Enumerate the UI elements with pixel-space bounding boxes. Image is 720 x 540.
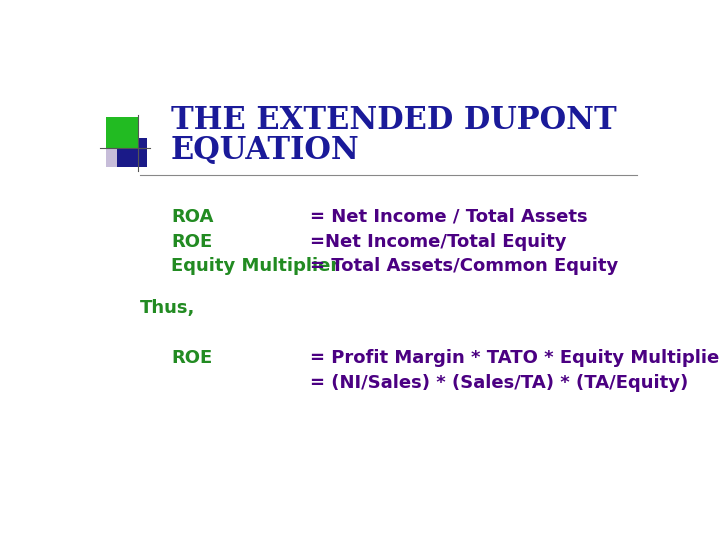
Text: = Profit Margin * TATO * Equity Multiplier: = Profit Margin * TATO * Equity Multipli… [310,349,720,367]
Text: ROA: ROA [171,207,213,226]
Bar [106,144,131,167]
Text: Equity Multiplier: Equity Multiplier [171,258,339,275]
Text: = Net Income / Total Assets: = Net Income / Total Assets [310,207,588,226]
Text: ROE: ROE [171,233,212,251]
Text: = Total Assets/Common Equity: = Total Assets/Common Equity [310,258,618,275]
Text: EQUATION: EQUATION [171,134,360,166]
Text: = (NI/Sales) * (Sales/TA) * (TA/Equity): = (NI/Sales) * (Sales/TA) * (TA/Equity) [310,374,688,392]
Text: THE EXTENDED DUPONT: THE EXTENDED DUPONT [171,105,616,137]
Bar [117,138,148,167]
Text: ROE: ROE [171,349,212,367]
Text: =Net Income/Total Equity: =Net Income/Total Equity [310,233,567,251]
Text: Thus,: Thus, [140,299,196,317]
Bar [106,117,138,148]
